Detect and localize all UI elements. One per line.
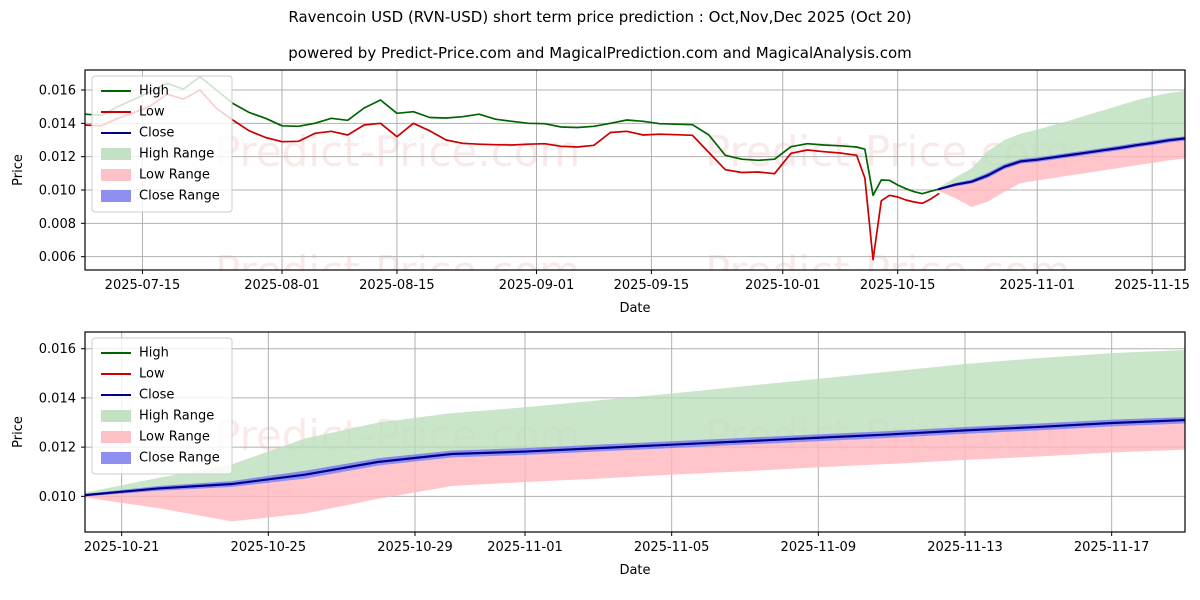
svg-text:Price: Price [11,416,26,448]
page-subtitle: powered by Predict-Price.com and Magical… [288,44,912,62]
svg-text:High: High [139,346,169,361]
svg-text:2025-11-17: 2025-11-17 [1074,540,1150,555]
svg-text:2025-10-25: 2025-10-25 [231,540,307,555]
svg-text:Low: Low [139,105,165,120]
svg-text:2025-07-15: 2025-07-15 [105,278,181,293]
svg-text:Low Range: Low Range [139,168,210,183]
page-title: Ravencoin USD (RVN-USD) short term price… [288,8,912,26]
svg-text:Predict-Price.com: Predict-Price.com [215,247,580,296]
svg-text:0.016: 0.016 [39,84,76,99]
svg-text:2025-11-09: 2025-11-09 [781,540,857,555]
svg-text:Predict-Price.com: Predict-Price.com [215,127,580,176]
svg-text:Date: Date [619,563,650,578]
svg-text:0.010: 0.010 [39,184,76,199]
svg-text:High: High [139,84,169,99]
svg-text:2025-11-15: 2025-11-15 [1114,278,1190,293]
svg-text:2025-09-15: 2025-09-15 [614,278,690,293]
svg-text:Low: Low [139,367,165,382]
svg-text:0.014: 0.014 [39,391,76,406]
svg-text:2025-11-01: 2025-11-01 [999,278,1075,293]
svg-text:Close Range: Close Range [139,189,220,204]
bottom-chart: Predict-Price.comPredict-Price.com0.0100… [11,331,1186,578]
svg-text:2025-10-01: 2025-10-01 [745,278,821,293]
svg-text:Close: Close [139,388,174,403]
svg-text:High Range: High Range [139,147,214,162]
svg-text:2025-08-15: 2025-08-15 [359,278,435,293]
svg-text:2025-11-05: 2025-11-05 [634,540,710,555]
svg-text:2025-09-01: 2025-09-01 [499,278,575,293]
svg-text:0.012: 0.012 [39,150,76,165]
svg-text:Price: Price [11,154,26,186]
svg-text:Low Range: Low Range [139,430,210,445]
svg-text:Close Range: Close Range [139,451,220,466]
svg-text:2025-08-01: 2025-08-01 [244,278,320,293]
svg-text:2025-11-13: 2025-11-13 [927,540,1003,555]
svg-text:0.006: 0.006 [39,250,76,265]
svg-text:0.012: 0.012 [39,441,76,456]
svg-text:2025-10-15: 2025-10-15 [860,278,936,293]
svg-text:Date: Date [619,301,650,316]
svg-text:0.014: 0.014 [39,117,76,132]
top-chart: Predict-Price.com Predict-Price.com Predic… [11,69,1190,316]
svg-text:2025-10-21: 2025-10-21 [84,540,160,555]
svg-text:2025-10-29: 2025-10-29 [377,540,453,555]
svg-text:0.016: 0.016 [39,342,76,357]
svg-text:Predict-Price.com: Predict-Price.com [705,247,1070,296]
svg-text:Close: Close [139,126,174,141]
svg-text:High Range: High Range [139,409,214,424]
svg-text:0.010: 0.010 [39,490,76,505]
svg-text:2025-11-01: 2025-11-01 [487,540,563,555]
svg-text:0.008: 0.008 [39,217,76,232]
